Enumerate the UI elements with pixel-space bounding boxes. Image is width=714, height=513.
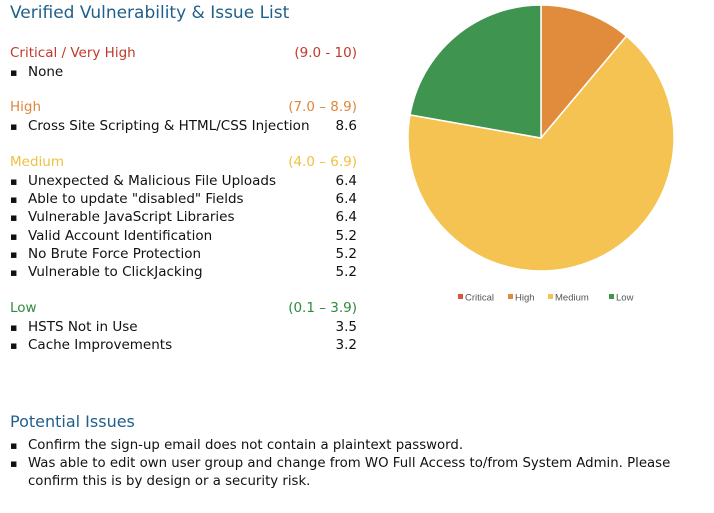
item-label: Able to update "disabled" Fields	[10, 190, 244, 208]
section-name: Medium	[10, 154, 64, 170]
list-item: HSTS Not in Use 3.5	[10, 318, 357, 336]
issue-text: Was able to edit own user group and chan…	[28, 456, 671, 489]
legend-swatch-low	[609, 294, 614, 299]
pie-slice-low	[409, 4, 542, 139]
legend-label-high: High	[515, 293, 535, 304]
item-label: None	[10, 63, 63, 81]
section-name: Low	[10, 300, 37, 316]
legend-swatch-high	[508, 294, 513, 299]
item-score: 5.2	[335, 227, 357, 244]
legend-swatch-critical	[458, 294, 463, 299]
item-label: Vulnerable JavaScript Libraries	[10, 208, 235, 226]
item-score: 8.6	[335, 118, 357, 134]
item-label: Cross Site Scripting & HTML/CSS Injectio…	[10, 117, 310, 135]
section-medium: Medium (4.0 – 6.9) Unexpected & Maliciou…	[10, 152, 357, 281]
item-score: 6.4	[335, 191, 357, 208]
list-item: Valid Account Identification 5.2	[10, 227, 357, 245]
bullet-icon: ▪	[10, 439, 18, 452]
section-range: (0.1 – 3.9)	[288, 300, 357, 316]
item-score: 6.4	[335, 173, 357, 189]
item-label: No Brute Force Protection	[10, 245, 201, 263]
list-item: No Brute Force Protection 5.2	[10, 245, 357, 263]
list-item: ▪ Confirm the sign-up email does not con…	[10, 437, 690, 455]
legend-swatch-medium	[548, 294, 553, 299]
section-low: Low (0.1 – 3.9) HSTS Not in Use 3.5 Cach…	[10, 298, 357, 354]
item-score: 5.2	[335, 245, 357, 262]
item-label: HSTS Not in Use	[10, 318, 138, 336]
issue-text: Confirm the sign-up email does not conta…	[28, 438, 464, 453]
section-range: (4.0 – 6.9)	[288, 154, 357, 170]
list-item: Unexpected & Malicious File Uploads 6.4	[10, 172, 357, 190]
item-label: Unexpected & Malicious File Uploads	[10, 172, 276, 190]
potential-issues-title: Potential Issues	[10, 412, 135, 431]
potential-issues-list: ▪ Confirm the sign-up email does not con…	[10, 437, 690, 491]
list-item: ▪ Was able to edit own user group and ch…	[10, 455, 690, 491]
item-label: Cache Improvements	[10, 336, 172, 354]
list-item: Cross Site Scripting & HTML/CSS Injectio…	[10, 117, 357, 135]
list-item: Able to update "disabled" Fields 6.4	[10, 190, 357, 208]
legend-label-medium: Medium	[555, 293, 589, 304]
list-item: None	[10, 63, 357, 81]
section-name: High	[10, 99, 42, 115]
legend-label-critical: Critical	[465, 293, 494, 304]
pie-slice-high	[540, 4, 628, 141]
list-item: Vulnerable JavaScript Libraries 6.4	[10, 208, 357, 226]
list-item: Cache Improvements 3.2	[10, 336, 357, 354]
section-high: High (7.0 – 8.9) Cross Site Scripting & …	[10, 97, 357, 135]
section-critical: Critical / Very High (9.0 - 10) None	[10, 43, 357, 81]
pie-slice-medium	[407, 35, 675, 272]
legend-label-low: Low	[616, 293, 634, 304]
item-score: 5.2	[335, 263, 357, 280]
item-label: Vulnerable to ClickJacking	[10, 263, 203, 281]
item-score: 3.2	[335, 337, 357, 354]
item-score: 6.4	[335, 209, 357, 226]
section-range: (7.0 – 8.9)	[288, 99, 357, 115]
list-item: Vulnerable to ClickJacking 5.2	[10, 263, 357, 281]
item-score: 3.5	[335, 319, 357, 335]
section-range: (9.0 - 10)	[294, 45, 357, 61]
page-title: Verified Vulnerability & Issue List	[10, 3, 290, 23]
item-label: Valid Account Identification	[10, 227, 212, 245]
section-name: Critical / Very High	[10, 45, 136, 61]
bullet-icon: ▪	[10, 457, 18, 470]
